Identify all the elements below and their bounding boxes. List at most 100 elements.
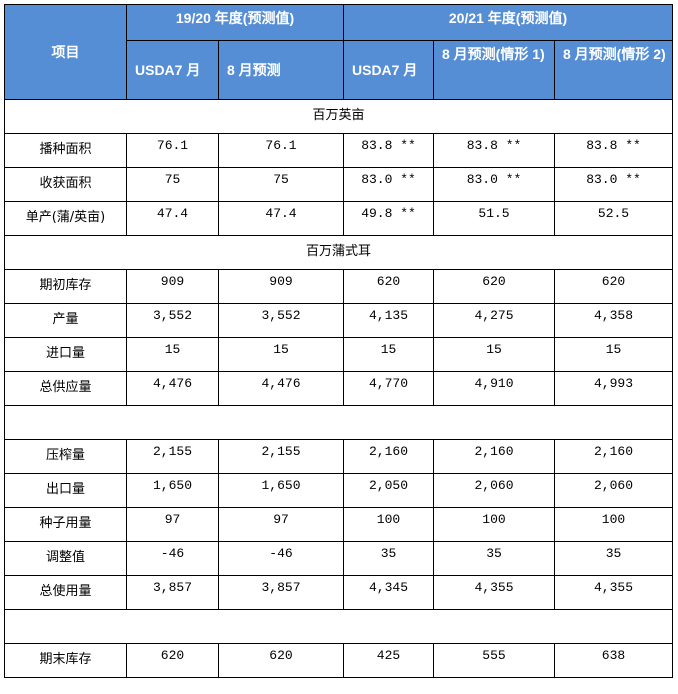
section-unit-label: 百万蒲式耳 [4, 235, 673, 270]
value-cell: 2,155 [126, 439, 219, 474]
value-cell: 100 [343, 507, 434, 542]
subheader-aug-scenario-2: 8 月预测(情形 2) [554, 40, 673, 100]
subheader-aug-scenario-1: 8 月预测(情形 1) [433, 40, 555, 100]
value-cell: 83.0 ** [433, 167, 555, 202]
subheader-aug-1920: 8 月预测 [218, 40, 344, 100]
value-cell: 4,355 [433, 575, 555, 610]
table-row: 出口量 1,650 1,650 2,050 2,060 2,060 [4, 473, 673, 508]
value-cell: 2,160 [554, 439, 673, 474]
value-cell: 75 [218, 167, 344, 202]
table-row: 总供应量 4,476 4,476 4,770 4,910 4,993 [4, 371, 673, 406]
value-cell: 83.8 ** [554, 133, 673, 168]
value-cell: 638 [554, 643, 673, 678]
value-cell: 3,857 [126, 575, 219, 610]
value-cell: -46 [218, 541, 344, 576]
value-cell: 4,135 [343, 303, 434, 338]
section-row: 百万英亩 [4, 99, 673, 134]
row-label: 总供应量 [4, 371, 127, 406]
row-label: 出口量 [4, 473, 127, 508]
header-year-1920: 19/20 年度(预测值) [126, 4, 344, 41]
table-row: 种子用量 97 97 100 100 100 [4, 507, 673, 542]
table-row: 单产(蒲/英亩) 47.4 47.4 49.8 ** 51.5 52.5 [4, 201, 673, 236]
value-cell: 2,160 [343, 439, 434, 474]
row-label: 单产(蒲/英亩) [4, 201, 127, 236]
header-item: 项目 [4, 4, 127, 100]
value-cell: 15 [126, 337, 219, 372]
value-cell: 97 [218, 507, 344, 542]
value-cell: 2,060 [554, 473, 673, 508]
section-row [4, 405, 673, 440]
row-label: 期初库存 [4, 269, 127, 304]
section-unit-label [4, 405, 673, 440]
row-label: 收获面积 [4, 167, 127, 202]
value-cell: 3,552 [126, 303, 219, 338]
table-row: 期末库存 620 620 425 555 638 [4, 643, 673, 678]
value-cell: 15 [218, 337, 344, 372]
value-cell: 83.8 ** [343, 133, 434, 168]
value-cell: 1,650 [218, 473, 344, 508]
table-row: 播种面积 76.1 76.1 83.8 ** 83.8 ** 83.8 ** [4, 133, 673, 168]
value-cell: 15 [343, 337, 434, 372]
value-cell: 4,910 [433, 371, 555, 406]
value-cell: 97 [126, 507, 219, 542]
value-cell: 2,050 [343, 473, 434, 508]
value-cell: 2,060 [433, 473, 555, 508]
value-cell: 4,355 [554, 575, 673, 610]
value-cell: 76.1 [126, 133, 219, 168]
value-cell: 76.1 [218, 133, 344, 168]
value-cell: 3,552 [218, 303, 344, 338]
value-cell: 15 [433, 337, 555, 372]
value-cell: 35 [343, 541, 434, 576]
section-row [4, 609, 673, 644]
value-cell: 51.5 [433, 201, 555, 236]
table-row: 收获面积 75 75 83.0 ** 83.0 ** 83.0 ** [4, 167, 673, 202]
value-cell: 3,857 [218, 575, 344, 610]
value-cell: 47.4 [218, 201, 344, 236]
value-cell: 620 [554, 269, 673, 304]
row-label: 种子用量 [4, 507, 127, 542]
value-cell: 4,770 [343, 371, 434, 406]
value-cell: 620 [218, 643, 344, 678]
value-cell: 4,993 [554, 371, 673, 406]
value-cell: 2,155 [218, 439, 344, 474]
value-cell: 75 [126, 167, 219, 202]
row-label: 进口量 [4, 337, 127, 372]
value-cell: 620 [433, 269, 555, 304]
value-cell: 47.4 [126, 201, 219, 236]
value-cell: 83.0 ** [554, 167, 673, 202]
section-unit-label: 百万英亩 [4, 99, 673, 134]
value-cell: 4,275 [433, 303, 555, 338]
table-row: 产量 3,552 3,552 4,135 4,275 4,358 [4, 303, 673, 338]
value-cell: 35 [433, 541, 555, 576]
header-year-2021: 20/21 年度(预测值) [343, 4, 673, 41]
value-cell: 4,345 [343, 575, 434, 610]
row-label: 调整值 [4, 541, 127, 576]
value-cell: 1,650 [126, 473, 219, 508]
row-label: 期末库存 [4, 643, 127, 678]
table-row: 压榨量 2,155 2,155 2,160 2,160 2,160 [4, 439, 673, 474]
value-cell: 49.8 ** [343, 201, 434, 236]
subheader-usda-jul-1920: USDA7 月 [126, 40, 219, 100]
table-row: 进口量 15 15 15 15 15 [4, 337, 673, 372]
value-cell: 620 [343, 269, 434, 304]
section-row: 百万蒲式耳 [4, 235, 673, 270]
value-cell: 83.0 ** [343, 167, 434, 202]
value-cell: 555 [433, 643, 555, 678]
value-cell: 909 [126, 269, 219, 304]
value-cell: 620 [126, 643, 219, 678]
value-cell: 100 [554, 507, 673, 542]
value-cell: 52.5 [554, 201, 673, 236]
soybean-balance-table: 项目 19/20 年度(预测值) 20/21 年度(预测值) USDA7 月 8… [4, 4, 673, 678]
value-cell: 35 [554, 541, 673, 576]
row-label: 播种面积 [4, 133, 127, 168]
value-cell: 2,160 [433, 439, 555, 474]
value-cell: 15 [554, 337, 673, 372]
row-label: 产量 [4, 303, 127, 338]
row-label: 压榨量 [4, 439, 127, 474]
value-cell: 83.8 ** [433, 133, 555, 168]
section-unit-label [4, 609, 673, 644]
value-cell: 909 [218, 269, 344, 304]
subheader-usda-jul-2021: USDA7 月 [343, 40, 434, 100]
table-row: 期初库存 909 909 620 620 620 [4, 269, 673, 304]
row-label: 总使用量 [4, 575, 127, 610]
